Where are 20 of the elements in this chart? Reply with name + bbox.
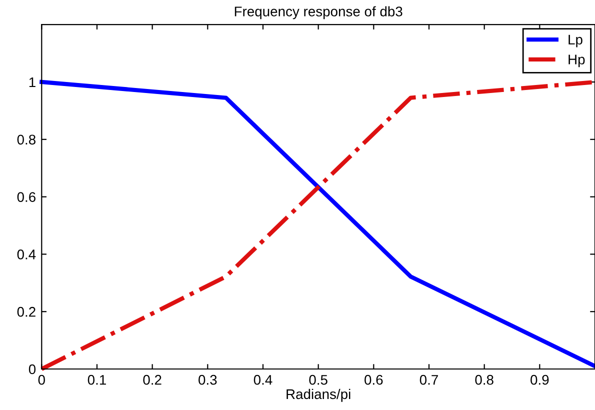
y-tick-label: 1 — [29, 77, 36, 88]
legend-label: Lp — [568, 34, 582, 48]
y-tick-label: 0.4 — [17, 250, 36, 260]
x-tick-label: 0.4 — [254, 374, 272, 385]
x-tick-label: 0.6 — [364, 374, 383, 385]
x-tick-label: 0.8 — [475, 374, 494, 385]
x-tick-label: 0.1 — [88, 374, 106, 385]
y-tick-label: 0.2 — [17, 306, 36, 317]
y-tick-label: 0 — [28, 364, 36, 374]
chart-title: Frequency response of db3 — [234, 6, 402, 20]
x-tick-label: 0.3 — [198, 374, 217, 385]
x-tick-label: 0 — [38, 374, 45, 385]
y-tick-label: 0.6 — [17, 192, 36, 202]
x-tick-label: 0.9 — [530, 374, 549, 385]
y-tick-label: 0.8 — [17, 134, 36, 145]
x-axis-title: Radians/pi — [286, 388, 350, 402]
x-tick-label: 0.5 — [309, 374, 328, 385]
x-tick-label: 0.7 — [420, 374, 438, 385]
legend-label: Hp — [568, 54, 585, 68]
x-tick-label: 0.2 — [143, 374, 162, 385]
